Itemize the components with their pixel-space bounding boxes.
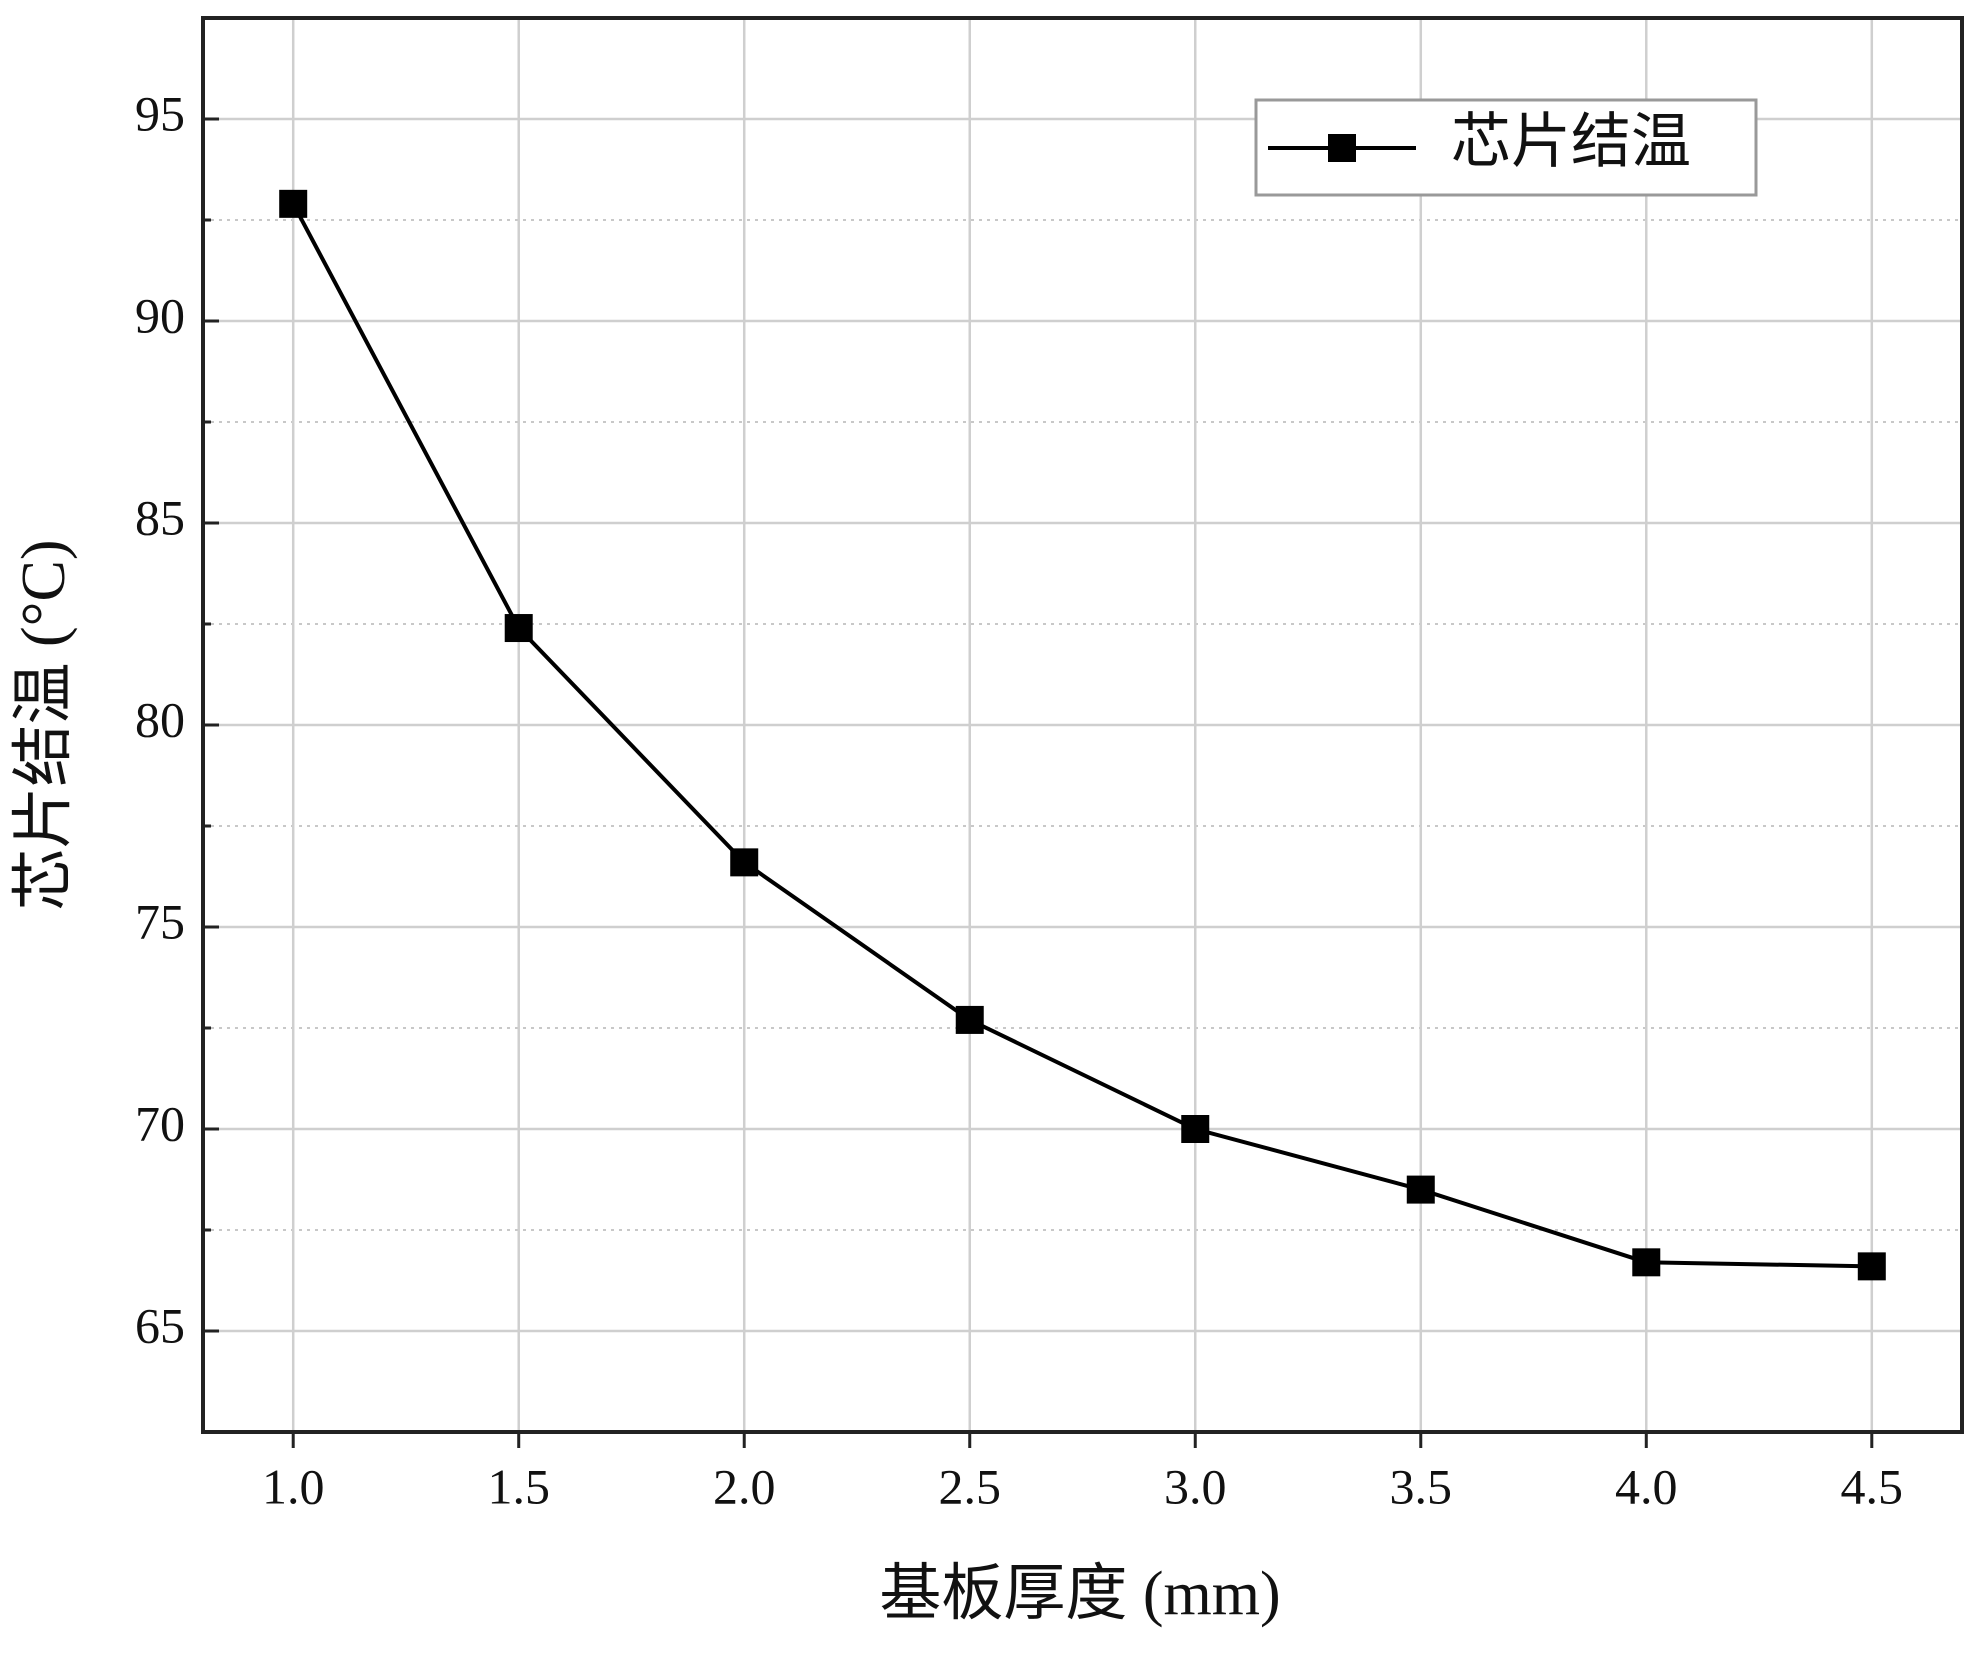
point-marker <box>1632 1248 1661 1277</box>
x-tick-label: 3.5 <box>1390 1458 1453 1514</box>
y-tick-label: 75 <box>135 893 185 949</box>
y-axis-label: 芯片结温 (°C) <box>10 540 78 911</box>
y-tick-label: 80 <box>135 691 185 747</box>
point-marker <box>730 848 759 877</box>
series-line <box>291 202 1872 1269</box>
x-tick-label: 2.5 <box>938 1458 1001 1514</box>
point-marker <box>504 614 533 643</box>
legend-marker <box>1328 134 1356 162</box>
point-marker <box>1181 1115 1210 1143</box>
point-marker <box>955 1005 984 1034</box>
x-tick-label: 1.0 <box>262 1458 325 1514</box>
point-marker <box>279 189 308 218</box>
y-tick-label: 70 <box>135 1095 185 1151</box>
plot-frame <box>201 16 1964 1434</box>
x-tick-label: 1.5 <box>487 1458 550 1514</box>
point-marker <box>1857 1252 1886 1281</box>
y-tick-label: 85 <box>135 489 185 545</box>
y-tick-label: 95 <box>135 85 185 141</box>
x-axis-label: 基板厚度 (mm) <box>879 1560 1280 1628</box>
point-marker <box>1406 1175 1435 1204</box>
y-tick-label: 65 <box>135 1297 185 1353</box>
x-tick-label: 4.5 <box>1841 1458 1904 1514</box>
x-tick-label: 2.0 <box>713 1458 776 1514</box>
x-tick-label: 3.0 <box>1164 1458 1227 1514</box>
y-tick-label: 90 <box>135 287 185 343</box>
x-tick-label: 4.0 <box>1615 1458 1678 1514</box>
legend-label: 芯片结温 <box>1451 109 1691 175</box>
